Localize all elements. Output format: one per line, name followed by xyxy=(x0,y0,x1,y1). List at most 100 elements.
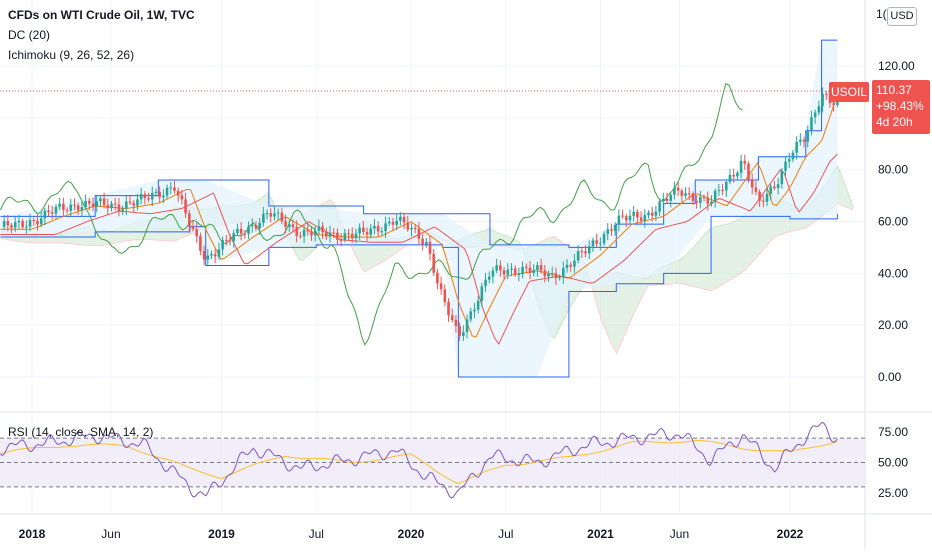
candle-body xyxy=(699,196,702,203)
candle-body xyxy=(806,131,810,142)
candle-body xyxy=(784,161,787,171)
candle-body xyxy=(647,212,650,216)
candle-body xyxy=(713,190,717,202)
candle xyxy=(602,231,606,247)
candle xyxy=(824,90,828,100)
candle xyxy=(747,161,750,183)
candle xyxy=(47,204,50,217)
candle xyxy=(265,209,269,220)
candle-body xyxy=(650,212,654,216)
candle xyxy=(380,226,384,236)
candle xyxy=(610,223,613,236)
candle xyxy=(658,198,661,216)
candle-body xyxy=(180,195,184,200)
candle xyxy=(639,211,643,225)
candle-body xyxy=(17,220,21,223)
candle xyxy=(36,214,39,231)
candle-body xyxy=(350,233,354,239)
candle xyxy=(128,195,132,206)
candle xyxy=(343,228,347,243)
candle-body xyxy=(569,264,573,267)
candle xyxy=(765,187,769,206)
candle xyxy=(624,213,628,227)
rsi-legend[interactable]: RSI (14, close, SMA, 14, 2) xyxy=(8,425,154,439)
candle xyxy=(665,192,669,204)
candle-body xyxy=(565,264,569,269)
candle-body xyxy=(102,198,106,206)
candle xyxy=(302,225,306,244)
candle xyxy=(628,209,632,225)
candle xyxy=(158,186,161,204)
candle-body xyxy=(617,215,621,225)
candle xyxy=(484,273,487,293)
candle-body xyxy=(695,201,698,203)
candle xyxy=(687,187,691,201)
price-box: 110.37 +98.43% 4d 20h xyxy=(872,80,930,134)
candle xyxy=(169,182,173,195)
candle-body xyxy=(628,215,632,221)
candle-body xyxy=(232,233,236,242)
candle-body xyxy=(624,216,628,221)
candle xyxy=(587,240,591,260)
candle-body xyxy=(36,220,39,225)
candle-body xyxy=(369,228,373,235)
candle-body xyxy=(413,227,417,229)
candle xyxy=(762,194,765,208)
candle-body xyxy=(599,243,602,245)
candle xyxy=(258,218,261,236)
candle-body xyxy=(332,232,336,234)
candle-body xyxy=(21,220,24,228)
candle-body xyxy=(73,204,76,206)
candle xyxy=(524,263,528,274)
y-tick-label: 60.00 xyxy=(878,215,908,229)
candle xyxy=(376,221,380,238)
rsi-band-fill xyxy=(0,438,865,487)
candle-body xyxy=(50,212,54,214)
candle xyxy=(750,173,754,195)
donchian-upper xyxy=(0,39,838,248)
candle-body xyxy=(158,191,161,198)
candle-body xyxy=(225,240,228,242)
candle xyxy=(247,221,250,240)
candle-body xyxy=(791,152,795,160)
candle xyxy=(621,209,624,219)
x-tick-label: 2021 xyxy=(587,527,614,541)
candle-body xyxy=(380,231,384,233)
candle-body xyxy=(754,187,758,192)
candle xyxy=(773,180,776,191)
candle xyxy=(573,254,576,273)
candle-body xyxy=(173,187,176,191)
donchian-fill xyxy=(0,40,838,377)
candle-body xyxy=(610,229,613,231)
partial-top-tick: 1( xyxy=(876,7,887,21)
candle xyxy=(643,209,647,228)
candle xyxy=(402,212,406,230)
candle-body xyxy=(506,269,510,275)
candle xyxy=(162,189,165,204)
candle-body xyxy=(521,266,524,275)
candle-body xyxy=(62,203,65,210)
candle xyxy=(202,245,206,266)
candle xyxy=(313,226,317,242)
currency-badge[interactable]: USD xyxy=(887,7,917,26)
candle-body xyxy=(328,232,332,237)
candle-body xyxy=(221,240,224,250)
candle-body xyxy=(143,194,147,199)
candle xyxy=(510,263,513,277)
candle-body xyxy=(724,181,728,191)
rsi-tick-label: 50.00 xyxy=(878,456,908,470)
candle xyxy=(569,261,573,272)
candle-body xyxy=(750,179,754,188)
candle-body xyxy=(99,198,102,202)
ichimoku-legend[interactable]: Ichimoku (9, 26, 52, 26) xyxy=(8,48,135,62)
candle xyxy=(699,190,702,209)
candle xyxy=(250,218,254,233)
chart-title: CFDs on WTI Crude Oil, 1W, TVC xyxy=(8,8,195,22)
dc-legend[interactable]: DC (20) xyxy=(8,28,51,42)
candle-body xyxy=(765,193,769,202)
candle xyxy=(502,267,506,280)
candle-body xyxy=(391,221,395,225)
candle-body xyxy=(254,225,258,229)
candle-body xyxy=(387,221,391,224)
